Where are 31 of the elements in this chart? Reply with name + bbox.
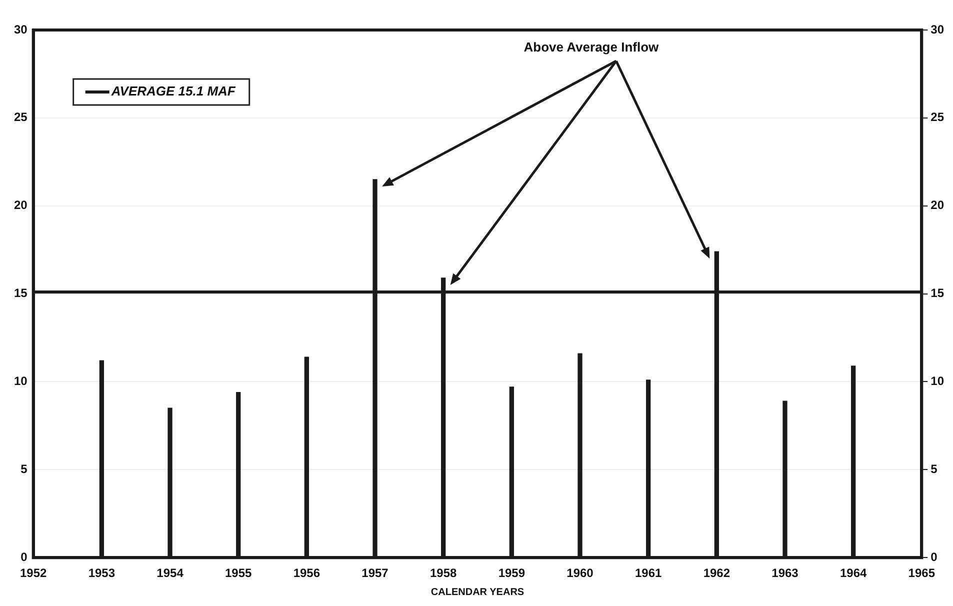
y-tick-label: 5 xyxy=(20,462,28,476)
x-tick-label: 1963 xyxy=(772,566,799,580)
x-axis-title: CALENDAR YEARS xyxy=(430,586,524,598)
x-tick-label: 1955 xyxy=(224,566,252,580)
x-tick-label: 1962 xyxy=(703,566,730,580)
y2-tick-label: 0 xyxy=(930,550,938,564)
y-tick-label: 0 xyxy=(20,550,28,564)
x-tick-label: 1953 xyxy=(88,566,116,580)
x-tick-label: 1952 xyxy=(20,566,48,580)
x-tick-label: 1960 xyxy=(566,566,594,580)
x-tick-label: 1965 xyxy=(908,566,936,580)
x-tick-label: 1964 xyxy=(840,566,867,580)
x-tick-label: 1957 xyxy=(362,566,389,580)
x-tick-label: 1958 xyxy=(430,566,458,580)
y-tick-label: 25 xyxy=(14,110,28,124)
y-tick-label: 30 xyxy=(14,22,28,36)
y2-tick-label: 10 xyxy=(930,374,944,388)
y2-tick-label: 20 xyxy=(930,198,944,212)
x-tick-label: 1961 xyxy=(634,566,662,580)
y-tick-label: 20 xyxy=(14,198,28,212)
y-tick-label: 15 xyxy=(14,286,28,300)
y2-tick-label: 5 xyxy=(930,462,938,476)
x-tick-label: 1956 xyxy=(293,566,320,580)
legend-label: AVERAGE 15.1 MAF xyxy=(110,84,236,99)
y2-tick-label: 25 xyxy=(930,110,944,124)
x-tick-label: 1959 xyxy=(498,566,526,580)
y2-tick-label: 30 xyxy=(930,22,944,36)
y-tick-label: 10 xyxy=(14,374,28,388)
annotation: Above Average Inflow xyxy=(524,40,660,55)
y2-tick-label: 15 xyxy=(930,286,944,300)
x-tick-label: 1954 xyxy=(156,566,184,580)
